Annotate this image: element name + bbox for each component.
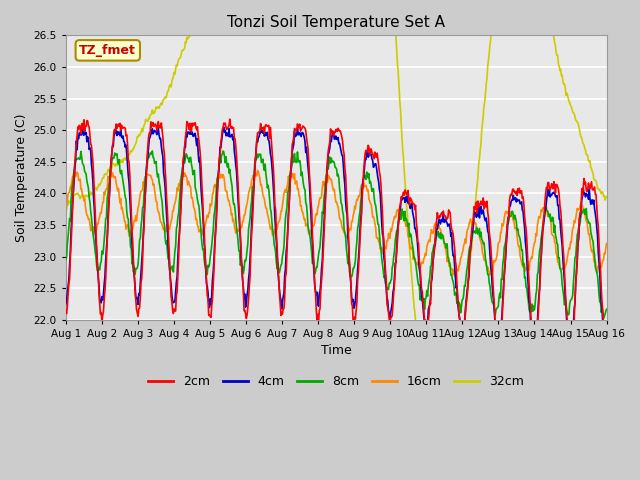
- 16cm: [70, 167, 78, 173]
- 2cm: [72, 150, 79, 156]
- 32cm: [127, 149, 135, 155]
- Y-axis label: Soil Temperature (C): Soil Temperature (C): [15, 113, 28, 242]
- 16cm: [603, 240, 611, 246]
- 8cm: [403, 216, 410, 222]
- 16cm: [419, 260, 426, 265]
- 2cm: [603, 349, 611, 355]
- 2cm: [566, 354, 574, 360]
- 32cm: [72, 191, 79, 197]
- 4cm: [62, 301, 70, 307]
- 8cm: [127, 246, 135, 252]
- 16cm: [451, 273, 458, 279]
- 32cm: [182, 40, 190, 46]
- 16cm: [62, 207, 70, 213]
- Line: 32cm: 32cm: [66, 0, 607, 443]
- 32cm: [403, 202, 410, 208]
- 4cm: [403, 198, 410, 204]
- 4cm: [419, 296, 426, 302]
- 32cm: [62, 205, 70, 211]
- 16cm: [183, 176, 191, 181]
- 32cm: [603, 194, 611, 200]
- Line: 16cm: 16cm: [66, 170, 607, 276]
- 2cm: [419, 288, 426, 294]
- 16cm: [403, 221, 410, 227]
- 2cm: [62, 308, 70, 314]
- 4cm: [566, 343, 574, 349]
- 8cm: [419, 294, 426, 300]
- Title: Tonzi Soil Temperature Set A: Tonzi Soil Temperature Set A: [227, 15, 445, 30]
- 4cm: [212, 228, 220, 233]
- 2cm: [127, 209, 135, 215]
- 2cm: [403, 191, 410, 197]
- 4cm: [603, 338, 611, 344]
- 32cm: [419, 377, 426, 383]
- Text: TZ_fmet: TZ_fmet: [79, 44, 136, 57]
- 4cm: [183, 134, 191, 140]
- Legend: 2cm, 4cm, 8cm, 16cm, 32cm: 2cm, 4cm, 8cm, 16cm, 32cm: [143, 370, 529, 393]
- 16cm: [128, 227, 136, 232]
- 4cm: [128, 242, 136, 248]
- 4cm: [79, 123, 86, 129]
- 4cm: [72, 157, 79, 163]
- 32cm: [438, 440, 445, 446]
- 8cm: [72, 157, 79, 163]
- 2cm: [226, 116, 234, 122]
- Line: 4cm: 4cm: [66, 126, 607, 346]
- 8cm: [62, 257, 70, 263]
- X-axis label: Time: Time: [321, 344, 351, 357]
- 8cm: [603, 306, 611, 312]
- Line: 8cm: 8cm: [66, 151, 607, 319]
- 8cm: [212, 200, 220, 206]
- 16cm: [212, 184, 220, 190]
- 2cm: [182, 130, 190, 135]
- Line: 2cm: 2cm: [66, 119, 607, 357]
- 2cm: [211, 246, 219, 252]
- 8cm: [600, 316, 607, 322]
- 8cm: [148, 148, 156, 154]
- 8cm: [183, 152, 191, 158]
- 16cm: [72, 169, 80, 175]
